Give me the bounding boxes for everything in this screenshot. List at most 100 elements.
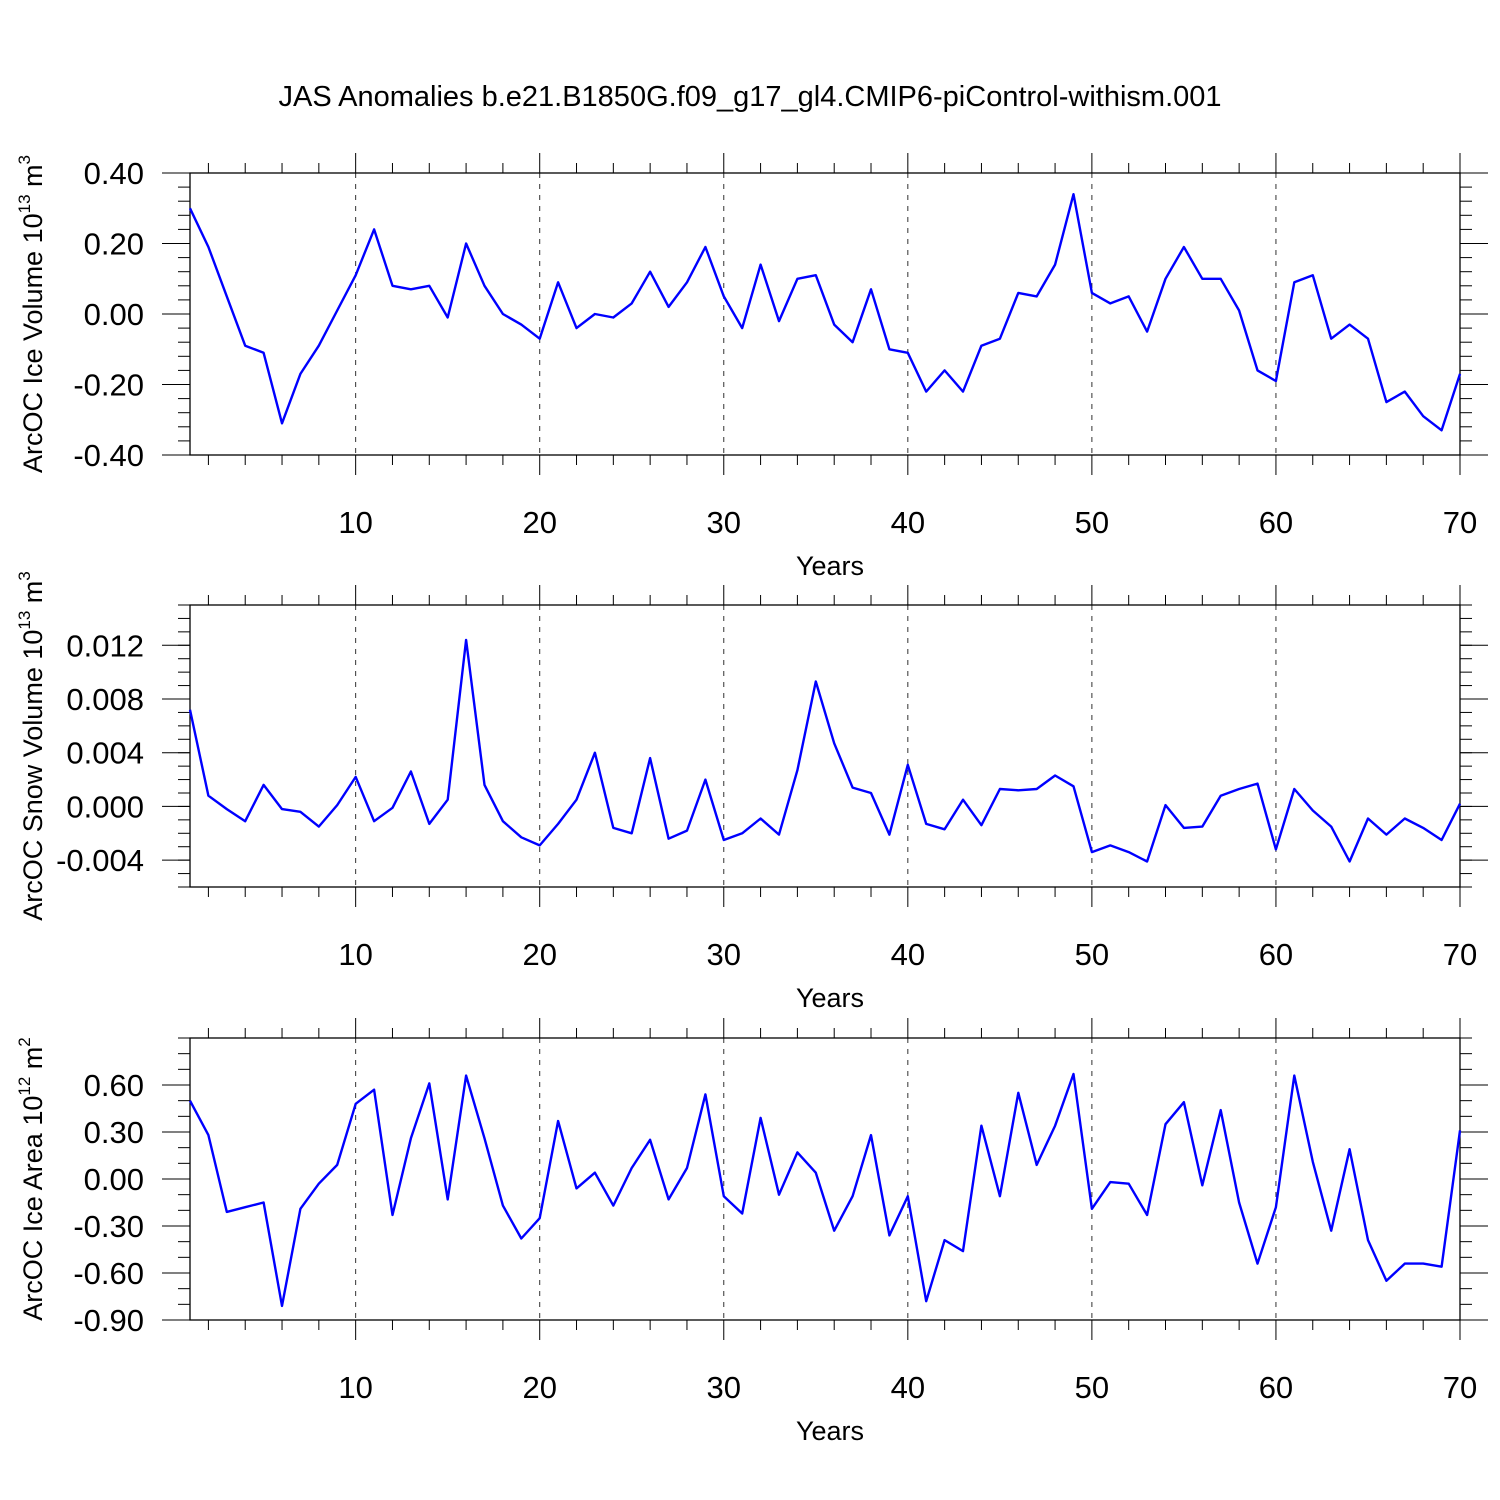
data-point [206, 245, 210, 249]
data-point [1274, 1205, 1278, 1209]
data-point [722, 1194, 726, 1198]
data-point [1348, 1147, 1352, 1151]
data-point [501, 1204, 505, 1208]
data-point [464, 242, 468, 246]
data-point [1053, 263, 1057, 267]
data-point [906, 351, 910, 355]
data-point [979, 344, 983, 348]
x-tick-label: 30 [707, 937, 741, 972]
y-tick-label: 0.60 [84, 1068, 144, 1103]
data-point [372, 227, 376, 231]
data-point [1016, 1091, 1020, 1095]
x-tick-label: 60 [1259, 937, 1293, 972]
data-point [630, 1166, 634, 1170]
data-point [869, 1133, 873, 1137]
data-point [851, 340, 855, 344]
x-tick-label: 10 [338, 937, 372, 972]
data-point [1237, 787, 1241, 791]
data-point [832, 741, 836, 745]
data-point [225, 807, 229, 811]
data-point [979, 1124, 983, 1128]
data-point [961, 1249, 965, 1253]
data-point [1403, 817, 1407, 821]
data-point [1053, 774, 1057, 778]
data-point [335, 803, 339, 807]
y-axis-label-main: ArcOC Snow Volume 10 [18, 630, 48, 921]
data-point [685, 280, 689, 284]
data-point [685, 1166, 689, 1170]
series-line [188, 638, 1462, 863]
data-point [1090, 1207, 1094, 1211]
data-point [1219, 794, 1223, 798]
chart-panel-1: 10 20 30 40 50 60 70 -0.40 -0.20 0.00 0.20 0.40 Year… [15, 153, 1488, 581]
figure-title: JAS Anomalies b.e21.B1850G.f09_g17_gl4.C… [278, 81, 1221, 113]
data-point [961, 798, 965, 802]
data-point [243, 344, 247, 348]
data-point [777, 1193, 781, 1197]
y-tick-label: -0.20 [73, 368, 144, 403]
y-axis-label-unit-exponent: 2 [15, 1037, 34, 1046]
data-point [759, 1116, 763, 1120]
data-point [1071, 192, 1075, 196]
data-point [575, 1186, 579, 1190]
data-point [869, 287, 873, 291]
data-point [611, 316, 615, 320]
data-point [1366, 337, 1370, 341]
data-point [1274, 379, 1278, 383]
data-point [722, 838, 726, 842]
x-tick-label: 50 [1075, 937, 1109, 972]
data-point [998, 337, 1002, 341]
data-point [280, 1304, 284, 1308]
chart-panel-2: 10 20 30 40 50 60 70 -0.004 0.000 0.004 0.008 0.012… [15, 571, 1488, 1013]
data-point [298, 372, 302, 376]
data-point [519, 323, 523, 327]
data-point [1108, 301, 1112, 305]
x-tick-label: 30 [707, 505, 741, 540]
data-point [1127, 294, 1131, 298]
y-axis-label-unit-exponent: 3 [15, 571, 34, 580]
data-point [814, 680, 818, 684]
series-line [188, 1072, 1462, 1308]
y-axis-label: ArcOC Ice Volume 1013 m3 [15, 155, 48, 473]
y-axis-label: ArcOC Snow Volume 1013 m3 [15, 571, 48, 921]
data-point [1384, 1279, 1388, 1283]
data-point [1329, 825, 1333, 829]
data-point [1440, 1265, 1444, 1269]
data-point [1182, 245, 1186, 249]
data-point [759, 263, 763, 267]
data-point [556, 1119, 560, 1123]
data-point [243, 1205, 247, 1209]
data-point [943, 368, 947, 372]
data-point [298, 1207, 302, 1211]
data-point [1458, 372, 1462, 376]
data-point [685, 829, 689, 833]
data-point [188, 1099, 192, 1103]
data-point [1403, 390, 1407, 394]
data-point [446, 798, 450, 802]
x-tick-label: 70 [1443, 937, 1477, 972]
data-point [1458, 802, 1462, 806]
data-point [1145, 859, 1149, 863]
data-point [961, 390, 965, 394]
data-point [188, 206, 192, 210]
data-point [317, 344, 321, 348]
data-point [188, 708, 192, 712]
data-point [667, 305, 671, 309]
data-point [814, 1171, 818, 1175]
plot-frame [189, 172, 1461, 456]
data-point [924, 390, 928, 394]
x-tick-label: 20 [522, 1370, 556, 1405]
data-point [1274, 847, 1278, 851]
y-tick-label: 0.000 [66, 789, 144, 824]
data-point [1348, 859, 1352, 863]
data-point [390, 284, 394, 288]
data-point [1108, 1180, 1112, 1184]
data-point [262, 351, 266, 355]
data-point [667, 1197, 671, 1201]
data-point [464, 638, 468, 642]
plot-frame [189, 604, 1461, 888]
data-point [390, 1213, 394, 1217]
x-axis-label: Years [796, 983, 864, 1013]
x-tick-label: 40 [891, 937, 925, 972]
data-point [354, 1102, 358, 1106]
